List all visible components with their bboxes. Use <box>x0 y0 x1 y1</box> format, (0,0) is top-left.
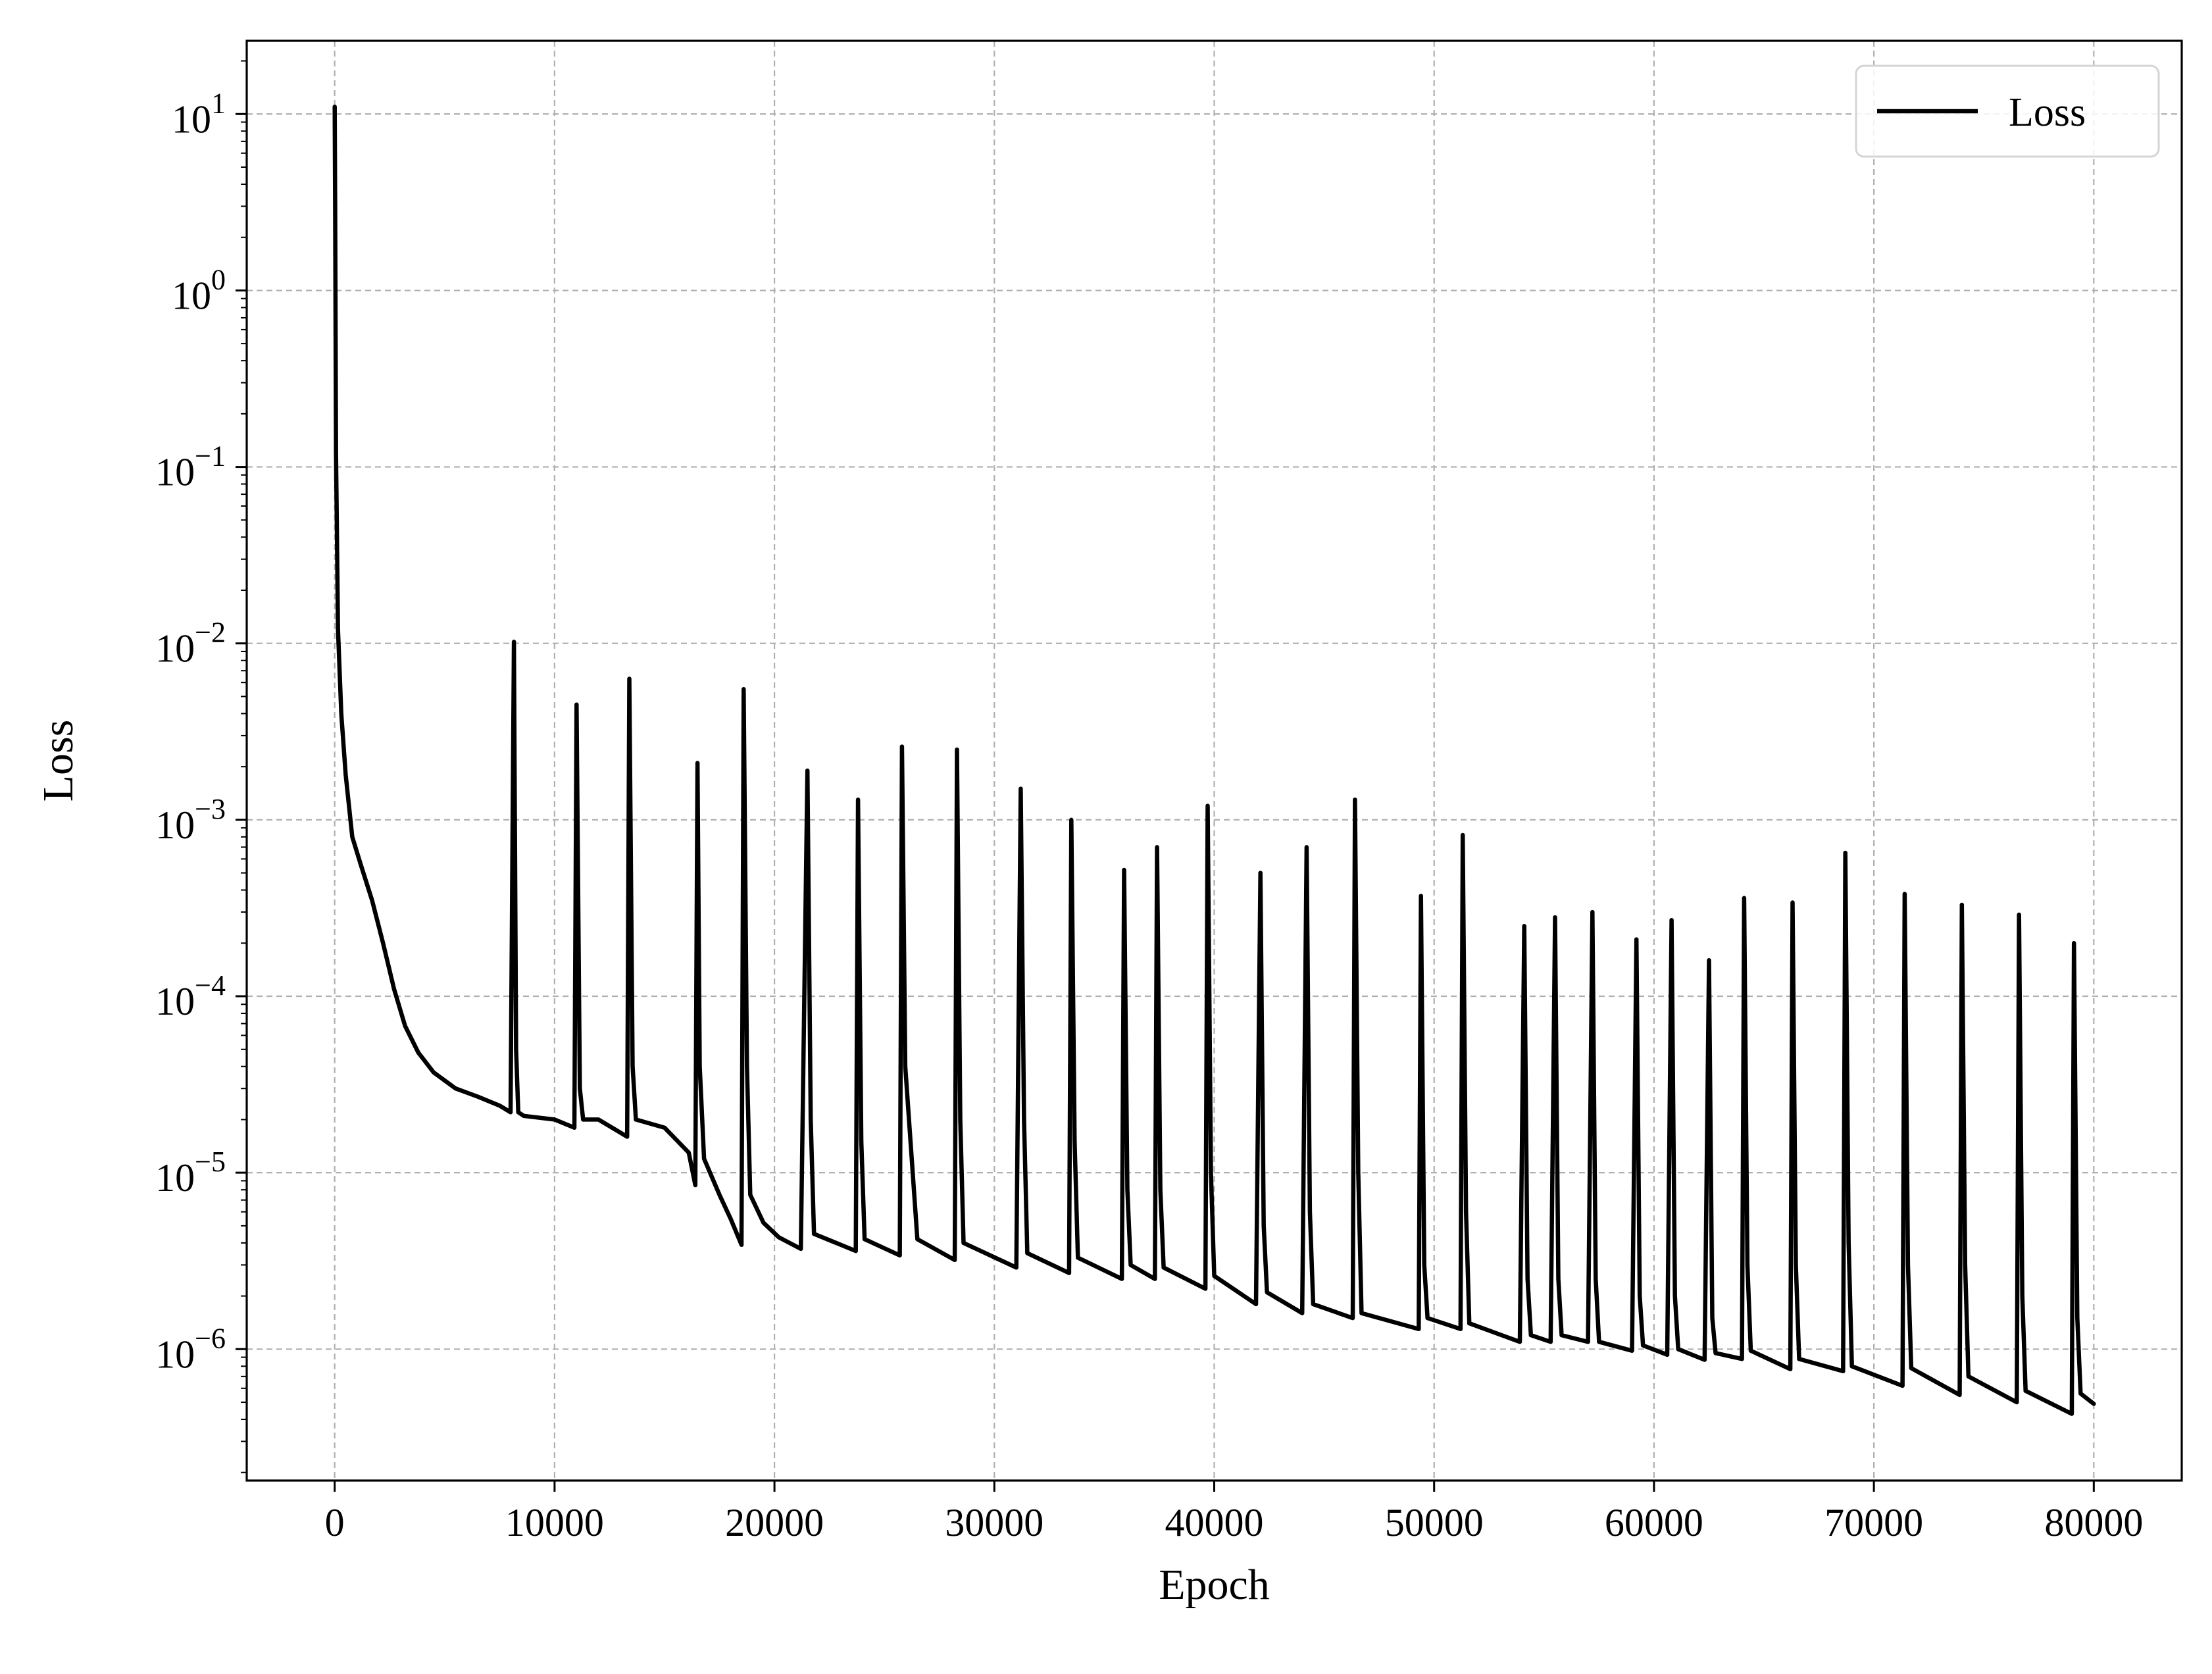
x-tick-label: 70000 <box>1824 1501 1923 1544</box>
y-tick-label: 10−6 <box>155 1322 226 1376</box>
y-tick-label: 10−5 <box>155 1146 226 1200</box>
y-tick-label: 10−1 <box>155 440 226 494</box>
x-tick-label: 50000 <box>1385 1501 1484 1544</box>
x-tick-label: 20000 <box>725 1501 824 1544</box>
legend-label: Loss <box>2009 90 2086 135</box>
x-tick-label: 60000 <box>1605 1501 1703 1544</box>
grid <box>247 41 2182 1481</box>
series-layer <box>332 104 2096 1416</box>
axes: 0 10000 20000 30000 40000 50000 60000 70000 8000… <box>155 39 2183 1544</box>
x-tick-label: 0 <box>325 1501 345 1544</box>
legend-box <box>1855 64 2160 158</box>
x-tick-label: 10000 <box>505 1501 604 1544</box>
y-tick-label: 100 <box>172 263 226 317</box>
x-tick-label: 30000 <box>945 1501 1043 1544</box>
y-tick-label: 10−3 <box>155 793 226 847</box>
x-axis-label: Epoch <box>1159 1561 1270 1609</box>
y-axis-label: Loss <box>34 720 82 802</box>
x-tick-label: 80000 <box>2044 1501 2143 1544</box>
loss-series-line <box>332 104 2096 1416</box>
legend: Loss <box>1855 64 2160 158</box>
y-tick-label: 10−4 <box>155 969 226 1023</box>
x-tick-label: 40000 <box>1165 1501 1264 1544</box>
y-tick-label: 101 <box>172 87 226 141</box>
y-tick-label: 10−2 <box>155 617 226 671</box>
